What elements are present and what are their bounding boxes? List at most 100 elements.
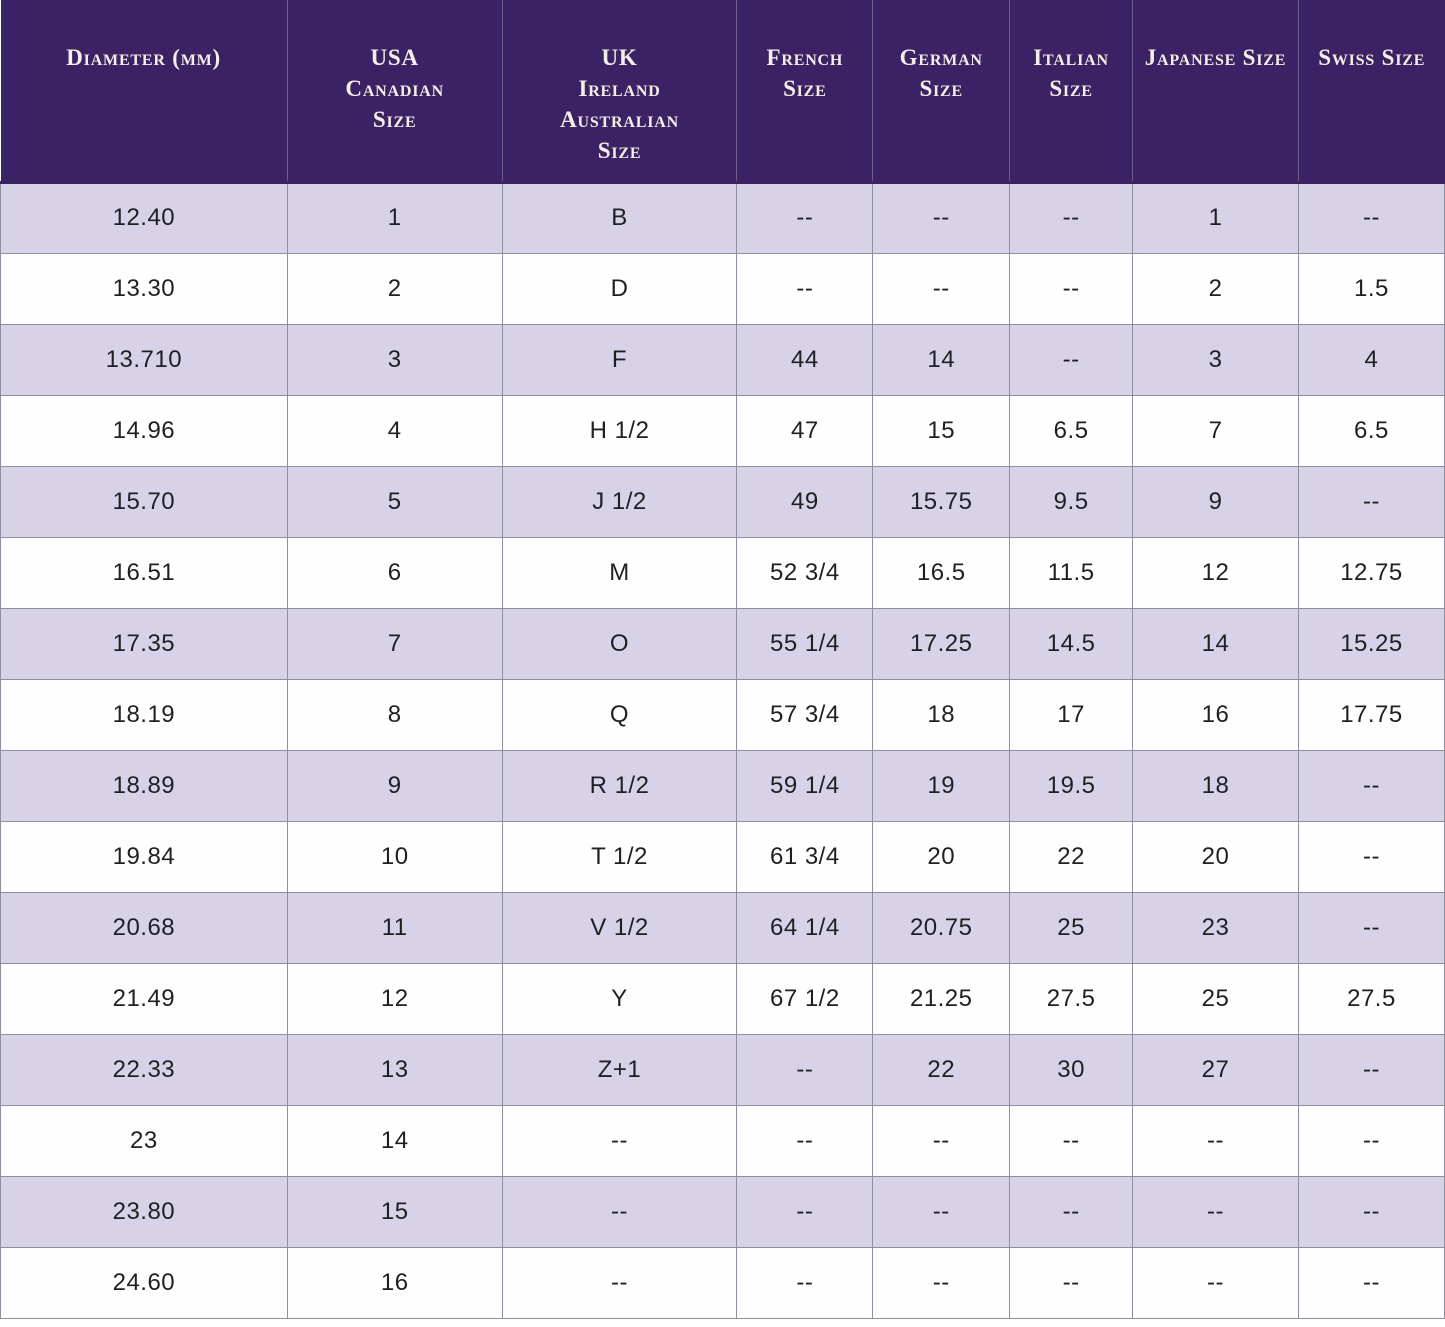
table-row: 20.68 11 V 1/2 64 1/4 20.75 25 23 -- xyxy=(0,891,1445,964)
table-cell: 23.80 xyxy=(0,1175,288,1248)
table-row: 22.33 13 Z+1 -- 22 30 27 -- xyxy=(0,1033,1445,1106)
table-cell: 17.35 xyxy=(0,607,288,680)
table-cell: 9 xyxy=(1132,465,1299,538)
table-cell: V 1/2 xyxy=(501,891,738,964)
table-cell: 8 xyxy=(286,678,503,751)
table-cell: 6.5 xyxy=(1009,394,1134,467)
column-header: Swiss Size xyxy=(1297,0,1445,182)
table-cell: -- xyxy=(1009,323,1134,396)
table-cell: 25 xyxy=(1132,962,1299,1035)
table-cell: 11.5 xyxy=(1009,536,1134,609)
table-cell: 4 xyxy=(286,394,503,467)
table-cell: 15 xyxy=(872,394,1011,467)
table-cell: 22 xyxy=(1009,820,1134,893)
table-cell: 22.33 xyxy=(0,1033,288,1106)
table-row: 13.30 2 D -- -- -- 2 1.5 xyxy=(0,252,1445,325)
table-cell: 16.5 xyxy=(872,536,1011,609)
table-cell: 17.25 xyxy=(872,607,1011,680)
table-cell: -- xyxy=(1009,252,1134,325)
table-row: 24.60 16 -- -- -- -- -- -- xyxy=(0,1246,1445,1319)
table-row: 23.80 15 -- -- -- -- -- -- xyxy=(0,1175,1445,1248)
table-cell: O xyxy=(501,607,738,680)
table-cell: -- xyxy=(1297,1104,1445,1177)
table-cell: -- xyxy=(736,1175,874,1248)
table-cell: M xyxy=(501,536,738,609)
table-cell: -- xyxy=(1297,820,1445,893)
table-cell: -- xyxy=(501,1104,738,1177)
table-row: 21.49 12 Y 67 1/2 21.25 27.5 25 27.5 xyxy=(0,962,1445,1035)
table-cell: 21.25 xyxy=(872,962,1011,1035)
table-cell: Y xyxy=(501,962,738,1035)
table-cell: 20 xyxy=(872,820,1011,893)
table-cell: 13.30 xyxy=(0,252,288,325)
table-cell: 27.5 xyxy=(1297,962,1445,1035)
table-cell: -- xyxy=(872,1175,1011,1248)
table-cell: -- xyxy=(736,1033,874,1106)
table-header: Diameter (mm) USA Canadian Size UK Ireland… xyxy=(0,0,1445,182)
table-cell: 23 xyxy=(0,1104,288,1177)
table-cell: -- xyxy=(1297,1246,1445,1319)
table-row: 13.710 3 F 44 14 -- 3 4 xyxy=(0,323,1445,396)
table-cell: 27 xyxy=(1132,1033,1299,1106)
table-cell: 18.19 xyxy=(0,678,288,751)
table-cell: 17 xyxy=(1009,678,1134,751)
table-cell: 7 xyxy=(1132,394,1299,467)
table-cell: 2 xyxy=(286,252,503,325)
table-cell: -- xyxy=(1297,891,1445,964)
table-cell: 14.96 xyxy=(0,394,288,467)
table-cell: J 1/2 xyxy=(501,465,738,538)
table-cell: 5 xyxy=(286,465,503,538)
table-cell: 1 xyxy=(286,180,503,254)
table-cell: -- xyxy=(872,252,1011,325)
table-cell: 14 xyxy=(1132,607,1299,680)
table-cell: 12 xyxy=(286,962,503,1035)
column-header: German Size xyxy=(872,0,1011,182)
table-cell: -- xyxy=(1297,749,1445,822)
table-cell: 6.5 xyxy=(1297,394,1445,467)
table-body: 12.40 1 B -- -- -- 1 -- 13.30 2 D -- -- -- 2 1.5 13.710 3… xyxy=(0,180,1445,1319)
table-cell: 3 xyxy=(1132,323,1299,396)
table-row: 14.96 4 H 1/2 47 15 6.5 7 6.5 xyxy=(0,394,1445,467)
table-cell: 1 xyxy=(1132,180,1299,254)
table-cell: 20.75 xyxy=(872,891,1011,964)
table-row: 17.35 7 O 55 1/4 17.25 14.5 14 15.25 xyxy=(0,607,1445,680)
table-cell: 61 3/4 xyxy=(736,820,874,893)
table-cell: -- xyxy=(1297,1175,1445,1248)
table-cell: -- xyxy=(501,1175,738,1248)
table-cell: 18 xyxy=(1132,749,1299,822)
table-cell: Z+1 xyxy=(501,1033,738,1106)
table-cell: -- xyxy=(1132,1246,1299,1319)
table-cell: 2 xyxy=(1132,252,1299,325)
table-cell: 19.84 xyxy=(0,820,288,893)
table-cell: 14.5 xyxy=(1009,607,1134,680)
table-cell: 49 xyxy=(736,465,874,538)
table-cell: 30 xyxy=(1009,1033,1134,1106)
table-cell: 20 xyxy=(1132,820,1299,893)
table-cell: T 1/2 xyxy=(501,820,738,893)
table-cell: 15.75 xyxy=(872,465,1011,538)
table-cell: F xyxy=(501,323,738,396)
bottom-margin xyxy=(0,1318,1445,1327)
table-cell: 3 xyxy=(286,323,503,396)
table-cell: 15.70 xyxy=(0,465,288,538)
table-cell: 7 xyxy=(286,607,503,680)
table-cell: -- xyxy=(1297,1033,1445,1106)
table-row: 23 14 -- -- -- -- -- -- xyxy=(0,1104,1445,1177)
header-row: Diameter (mm) USA Canadian Size UK Ireland… xyxy=(0,0,1445,182)
table-cell: -- xyxy=(1297,180,1445,254)
table-row: 16.51 6 M 52 3/4 16.5 11.5 12 12.75 xyxy=(0,536,1445,609)
table-cell: -- xyxy=(872,180,1011,254)
table-cell: 67 1/2 xyxy=(736,962,874,1035)
table-cell: -- xyxy=(736,180,874,254)
table-cell: D xyxy=(501,252,738,325)
table-cell: H 1/2 xyxy=(501,394,738,467)
column-header: Italian Size xyxy=(1009,0,1134,182)
column-header: Diameter (mm) xyxy=(0,0,288,182)
table-cell: -- xyxy=(736,252,874,325)
table-cell: -- xyxy=(736,1246,874,1319)
table-cell: 14 xyxy=(872,323,1011,396)
table-cell: 27.5 xyxy=(1009,962,1134,1035)
table-cell: 55 1/4 xyxy=(736,607,874,680)
table-cell: 13 xyxy=(286,1033,503,1106)
